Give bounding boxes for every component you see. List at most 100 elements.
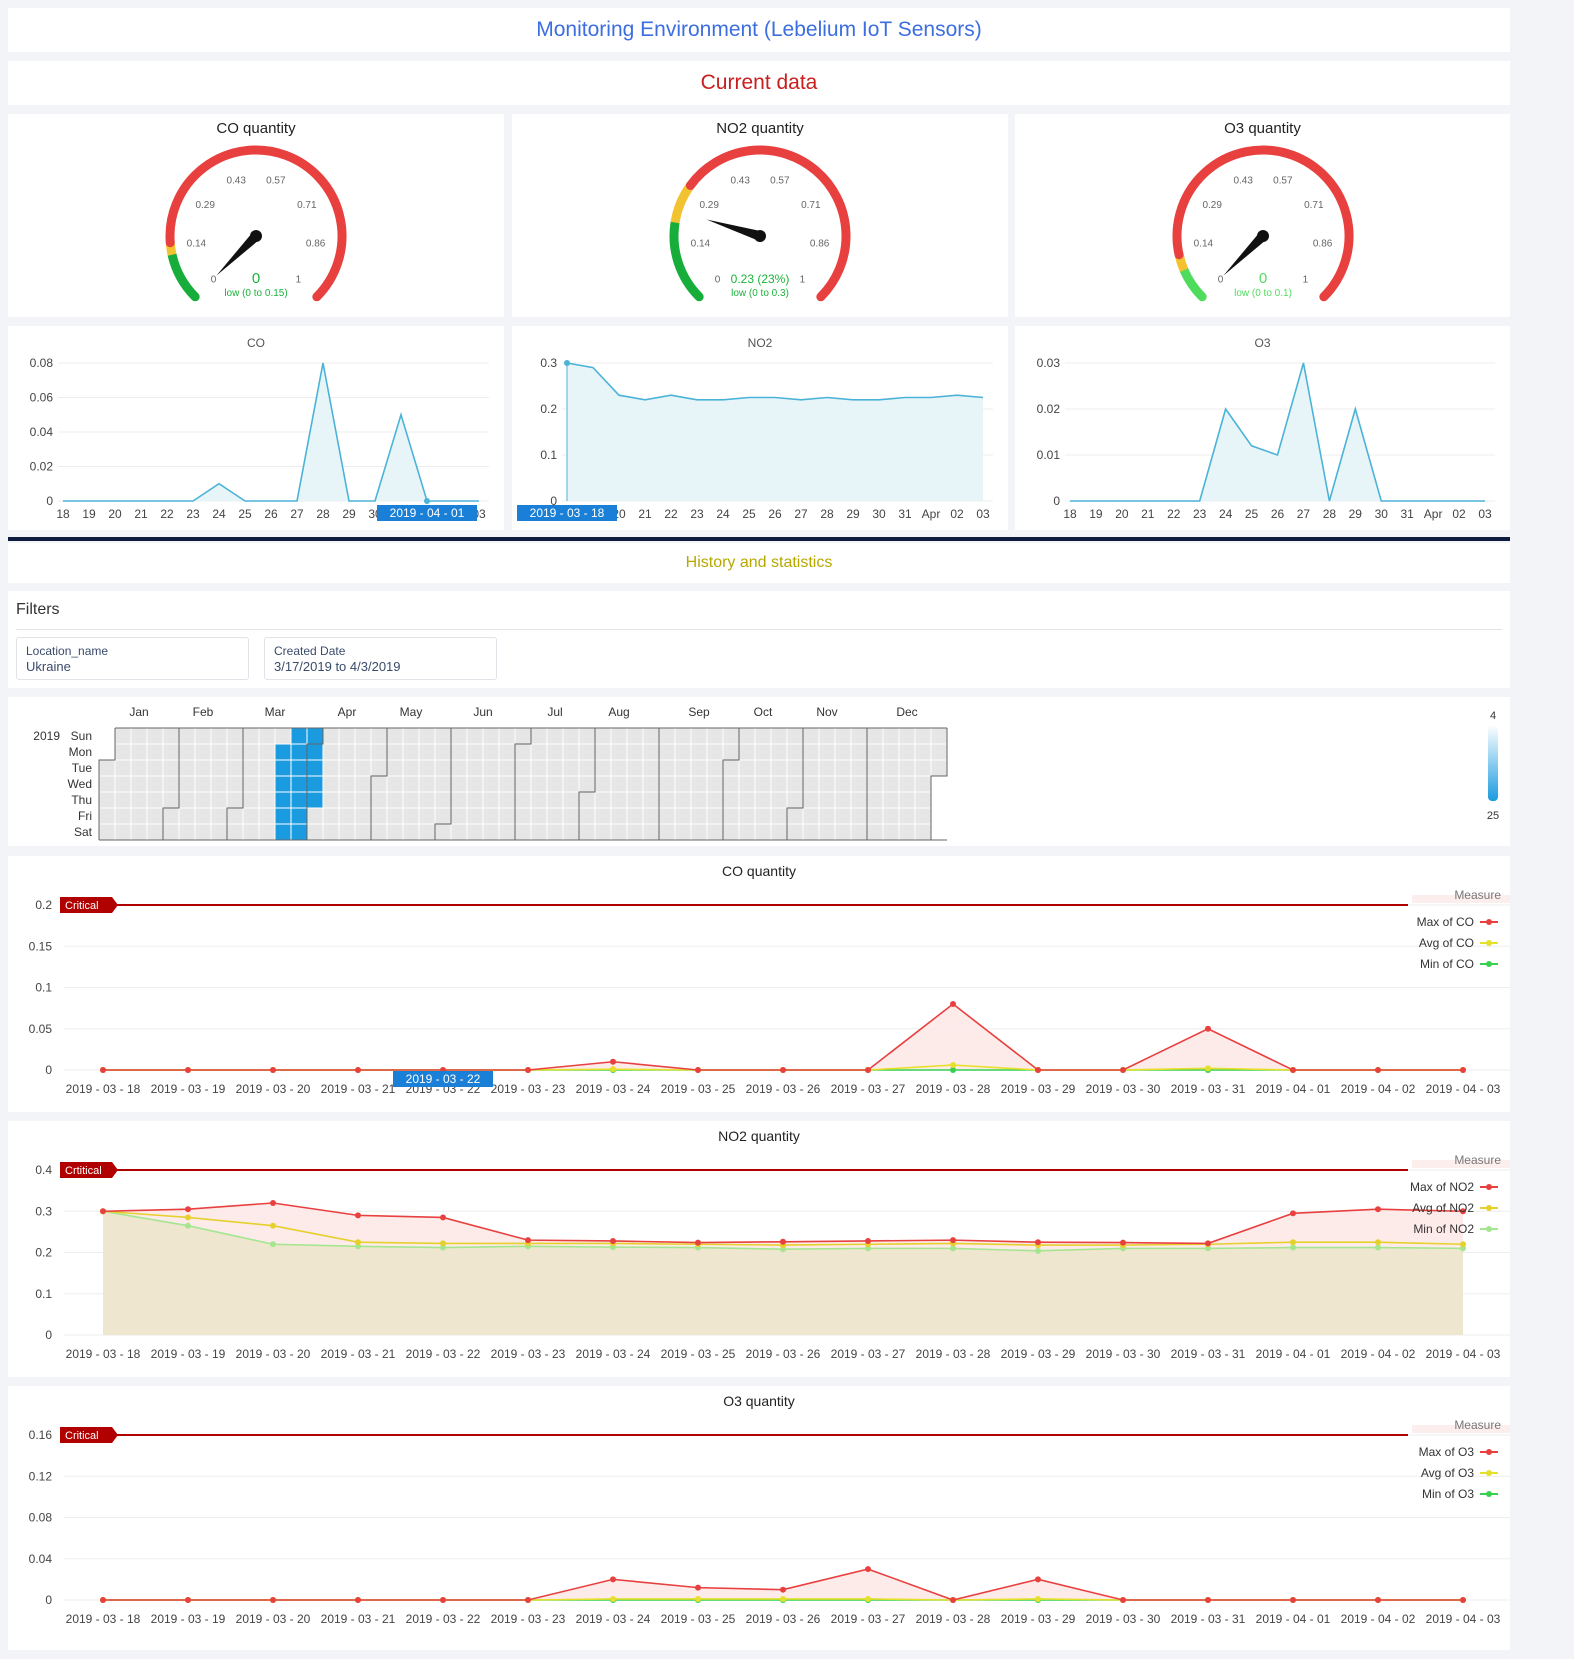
data-point[interactable]	[1035, 1576, 1041, 1583]
calendar-day-cell[interactable]	[546, 823, 564, 841]
calendar-day-cell[interactable]	[290, 807, 308, 825]
calendar-heatmap[interactable]: 2019 Sun Mon Tue Wed Thu Fri Sat Jan Feb Mar Apr May…	[8, 697, 1510, 846]
calendar-day-cell[interactable]	[338, 823, 356, 841]
data-point[interactable]	[440, 1240, 446, 1247]
data-point[interactable]	[1460, 1245, 1466, 1252]
calendar-day-cell[interactable]	[226, 791, 244, 809]
calendar-day-cell[interactable]	[546, 791, 564, 809]
calendar-day-cell[interactable]	[850, 759, 868, 777]
calendar-day-cell[interactable]	[578, 727, 596, 745]
calendar-day-cell[interactable]	[306, 727, 324, 745]
calendar-day-cell[interactable]	[882, 823, 900, 841]
calendar-day-cell[interactable]	[418, 823, 436, 841]
calendar-day-cell[interactable]	[322, 743, 340, 761]
data-point[interactable]	[1375, 1244, 1381, 1251]
calendar-day-cell[interactable]	[802, 823, 820, 841]
calendar-day-cell[interactable]	[770, 791, 788, 809]
calendar-day-cell[interactable]	[546, 775, 564, 793]
calendar-day-cell[interactable]	[370, 759, 388, 777]
calendar-day-cell[interactable]	[434, 743, 452, 761]
calendar-day-cell[interactable]	[850, 807, 868, 825]
calendar-day-cell[interactable]	[290, 775, 308, 793]
data-point[interactable]	[1460, 1597, 1466, 1603]
data-point[interactable]	[1460, 1208, 1466, 1215]
calendar-day-cell[interactable]	[610, 807, 628, 825]
calendar-day-cell[interactable]	[354, 743, 372, 761]
calendar-day-cell[interactable]	[194, 743, 212, 761]
data-point[interactable]	[1460, 1241, 1466, 1248]
calendar-day-cell[interactable]	[610, 743, 628, 761]
data-point[interactable]	[525, 1237, 531, 1244]
calendar-day-cell[interactable]	[418, 727, 436, 745]
calendar-day-cell[interactable]	[210, 807, 228, 825]
calendar-day-cell[interactable]	[274, 743, 292, 761]
calendar-day-cell[interactable]	[482, 791, 500, 809]
calendar-day-cell[interactable]	[722, 807, 740, 825]
calendar-day-cell[interactable]	[162, 807, 180, 825]
calendar-day-cell[interactable]	[354, 727, 372, 745]
data-point[interactable]	[1035, 1595, 1041, 1602]
calendar-day-cell[interactable]	[290, 743, 308, 761]
calendar-day-cell[interactable]	[354, 823, 372, 841]
calendar-day-cell[interactable]	[722, 759, 740, 777]
calendar-day-cell[interactable]	[114, 775, 132, 793]
calendar-day-cell[interactable]	[834, 759, 852, 777]
calendar-day-cell[interactable]	[258, 807, 276, 825]
calendar-day-cell[interactable]	[898, 727, 916, 745]
calendar-day-cell[interactable]	[258, 791, 276, 809]
calendar-day-cell[interactable]	[210, 743, 228, 761]
data-point[interactable]	[1290, 1067, 1296, 1073]
data-point[interactable]	[1375, 1597, 1381, 1603]
calendar-day-cell[interactable]	[370, 807, 388, 825]
location-filter[interactable]: Location_name Ukraine	[16, 637, 249, 680]
calendar-day-cell[interactable]	[834, 727, 852, 745]
calendar-day-cell[interactable]	[562, 759, 580, 777]
calendar-day-cell[interactable]	[850, 775, 868, 793]
calendar-day-cell[interactable]	[370, 775, 388, 793]
calendar-day-cell[interactable]	[930, 759, 948, 777]
calendar-day-cell[interactable]	[866, 759, 884, 777]
calendar-day-cell[interactable]	[258, 759, 276, 777]
calendar-day-cell[interactable]	[450, 807, 468, 825]
calendar-day-cell[interactable]	[194, 775, 212, 793]
calendar-day-cell[interactable]	[434, 807, 452, 825]
calendar-day-cell[interactable]	[770, 775, 788, 793]
calendar-day-cell[interactable]	[690, 823, 708, 841]
calendar-day-cell[interactable]	[770, 759, 788, 777]
calendar-day-cell[interactable]	[610, 823, 628, 841]
calendar-day-cell[interactable]	[786, 807, 804, 825]
calendar-day-cell[interactable]	[770, 727, 788, 745]
calendar-day-cell[interactable]	[546, 759, 564, 777]
calendar-day-cell[interactable]	[194, 727, 212, 745]
data-point[interactable]	[525, 1597, 531, 1603]
chart-no2-quantity[interactable]: NO2 quantity 0 0.1 0.2 0.3 0.4 Crtitical 2019 -…	[8, 1121, 1510, 1377]
calendar-day-cell[interactable]	[418, 743, 436, 761]
data-point[interactable]	[780, 1586, 786, 1593]
legend-item[interactable]: Max of NO2	[1410, 1180, 1474, 1194]
chart-co-quantity[interactable]: CO quantity 0 0.05 0.1 0.15 0.2 Critical 2019 -…	[8, 856, 1510, 1112]
legend-item[interactable]: Avg of NO2	[1412, 1201, 1474, 1215]
data-point[interactable]	[1120, 1239, 1126, 1246]
data-point[interactable]	[950, 1237, 956, 1244]
calendar-day-cell[interactable]	[178, 823, 196, 841]
data-point[interactable]	[1035, 1067, 1041, 1073]
calendar-day-cell[interactable]	[626, 823, 644, 841]
data-point[interactable]	[1290, 1597, 1296, 1603]
calendar-day-cell[interactable]	[658, 727, 676, 745]
calendar-day-cell[interactable]	[162, 791, 180, 809]
calendar-day-cell[interactable]	[818, 759, 836, 777]
calendar-day-cell[interactable]	[530, 727, 548, 745]
data-point[interactable]	[1375, 1239, 1381, 1246]
calendar-day-cell[interactable]	[674, 775, 692, 793]
calendar-day-cell[interactable]	[114, 791, 132, 809]
calendar-day-cell[interactable]	[130, 727, 148, 745]
calendar-day-cell[interactable]	[482, 823, 500, 841]
calendar-day-cell[interactable]	[306, 759, 324, 777]
data-point[interactable]	[1035, 1239, 1041, 1246]
legend-item[interactable]: Min of CO	[1420, 957, 1474, 971]
calendar-day-cell[interactable]	[146, 807, 164, 825]
calendar-day-cell[interactable]	[754, 807, 772, 825]
data-point[interactable]	[100, 1067, 106, 1073]
calendar-day-cell[interactable]	[290, 791, 308, 809]
calendar-day-cell[interactable]	[466, 807, 484, 825]
